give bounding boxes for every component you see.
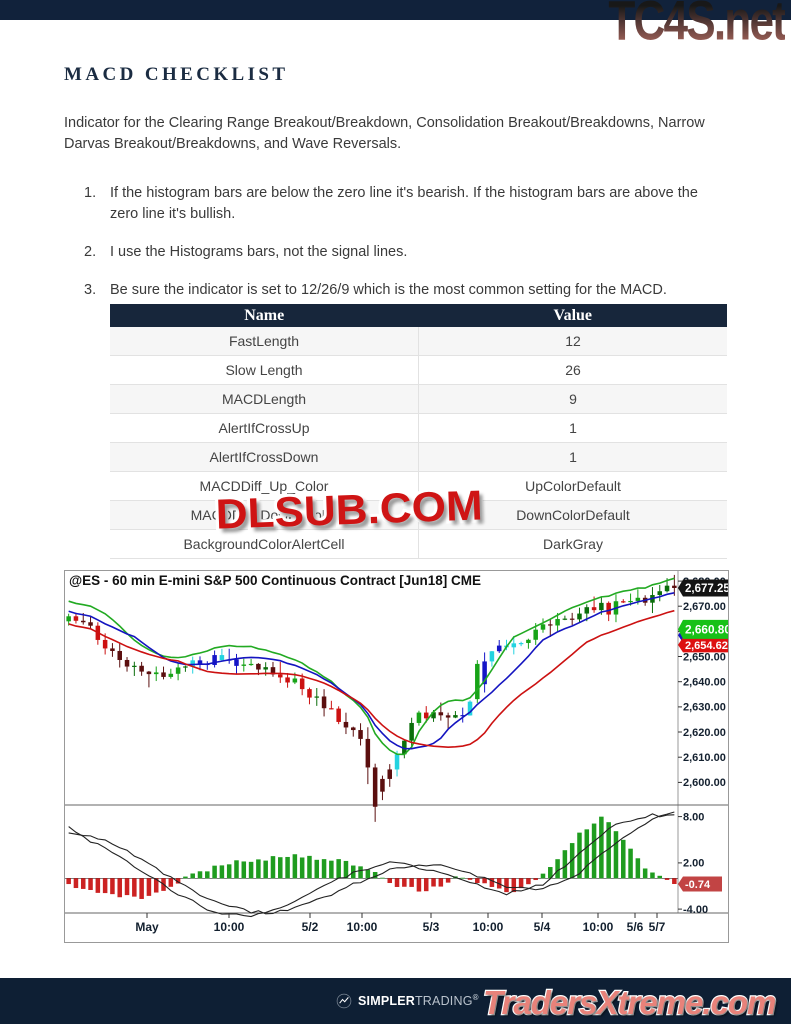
svg-text:10:00: 10:00 <box>214 920 245 934</box>
svg-text:2,630.00: 2,630.00 <box>683 702 726 714</box>
svg-text:2,660.80: 2,660.80 <box>685 623 728 637</box>
svg-text:5/7: 5/7 <box>649 920 666 934</box>
svg-text:-4.00: -4.00 <box>683 904 708 916</box>
svg-text:5/4: 5/4 <box>534 920 551 934</box>
svg-text:10:00: 10:00 <box>583 920 614 934</box>
svg-text:2,610.00: 2,610.00 <box>683 752 726 764</box>
svg-text:2,620.00: 2,620.00 <box>683 727 726 739</box>
svg-text:2.00: 2.00 <box>683 858 704 870</box>
svg-text:-0.74: -0.74 <box>685 879 711 891</box>
svg-text:2,677.25: 2,677.25 <box>685 583 728 595</box>
svg-text:2,670.00: 2,670.00 <box>683 601 726 613</box>
svg-text:2,650.00: 2,650.00 <box>683 651 726 663</box>
svg-text:10:00: 10:00 <box>473 920 504 934</box>
svg-text:5/6: 5/6 <box>627 920 644 934</box>
svg-text:5/2: 5/2 <box>302 920 319 934</box>
svg-text:2,640.00: 2,640.00 <box>683 677 726 689</box>
svg-text:8.00: 8.00 <box>683 811 704 823</box>
svg-text:2,600.00: 2,600.00 <box>683 777 726 789</box>
svg-text:2,654.62: 2,654.62 <box>685 640 728 652</box>
svg-text:10:00: 10:00 <box>347 920 378 934</box>
svg-text:5/3: 5/3 <box>423 920 440 934</box>
svg-text:@ES - 60 min E-mini S&P 500 C: @ES - 60 min E-mini S&P 500 Continuous C… <box>69 573 481 588</box>
svg-text:May: May <box>135 920 159 934</box>
